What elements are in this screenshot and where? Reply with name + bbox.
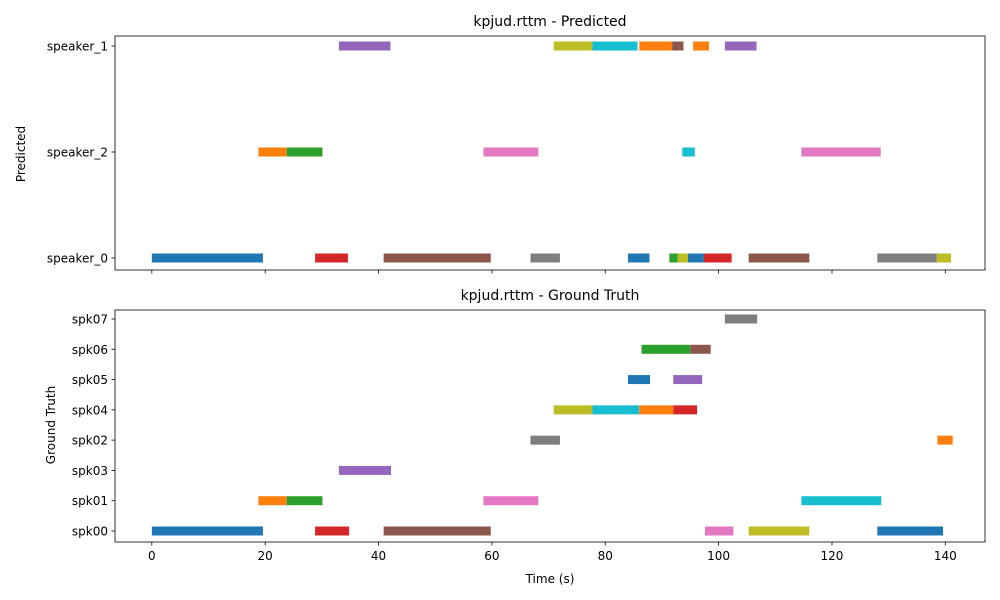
- ground-truth-segment-spk01-1: [258, 496, 287, 506]
- predicted-segments: [151, 41, 951, 263]
- ground-truth-xtick-label: 140: [934, 549, 957, 563]
- predicted-x-ticks: [151, 270, 946, 274]
- predicted-segment-speaker_1-8: [553, 41, 593, 51]
- predicted-segment-speaker_0-22: [877, 253, 937, 263]
- predicted-segment-speaker_0-20: [748, 253, 810, 263]
- ground-truth-segment-spk00-5: [383, 526, 491, 536]
- ground-truth-segment-spk01-2: [286, 496, 323, 506]
- ground-truth-segment-spk00-0: [151, 526, 263, 536]
- ground-truth-segment-spk02-7: [530, 435, 560, 445]
- ground-truth-ytick-label: spk03: [72, 464, 108, 478]
- ground-truth-xtick-label: 60: [484, 549, 499, 563]
- ground-truth-segment-spk01-6: [483, 496, 539, 506]
- ground-truth-segment-spk04-13: [673, 405, 698, 415]
- ground-truth-xlabel: Time (s): [525, 572, 575, 586]
- predicted-segment-speaker_0-5: [383, 253, 491, 263]
- ground-truth-xtick-label: 120: [821, 549, 844, 563]
- predicted-segment-speaker_2-1: [258, 147, 287, 157]
- ground-truth-ylabel: Ground Truth: [44, 386, 58, 464]
- predicted-segment-speaker_0-0: [151, 253, 263, 263]
- ground-truth-segment-spk06-12: [641, 344, 691, 354]
- predicted-segment-speaker_0-10: [627, 253, 650, 263]
- predicted-segment-speaker_1-9: [592, 41, 638, 51]
- ground-truth-segment-spk00-16: [705, 526, 734, 536]
- ground-truth-ytick-label: spk02: [72, 434, 108, 448]
- predicted-panel: kpjud.rttm - Predicted Predicted speaker…: [14, 14, 986, 274]
- predicted-segment-speaker_2-21: [801, 147, 881, 157]
- ground-truth-segment-spk05-14: [673, 375, 703, 385]
- ground-truth-xtick-label: 80: [598, 549, 613, 563]
- ground-truth-segment-spk00-20: [877, 526, 944, 536]
- predicted-segment-speaker_0-12: [669, 253, 678, 263]
- ground-truth-segment-spk04-9: [592, 405, 640, 415]
- ground-truth-xtick-label: 100: [707, 549, 730, 563]
- predicted-segment-speaker_0-3: [315, 253, 348, 263]
- predicted-segment-speaker_1-19: [724, 41, 757, 51]
- predicted-ylabel: Predicted: [14, 126, 28, 182]
- predicted-y-ticks: speaker_0 speaker_2 speaker_1: [47, 40, 115, 266]
- ground-truth-segment-spk00-3: [315, 526, 350, 536]
- predicted-segment-speaker_2-2: [286, 147, 323, 157]
- predicted-segment-speaker_0-16: [688, 253, 704, 263]
- ground-truth-segment-spk01-19: [801, 496, 882, 506]
- ground-truth-segment-spk07-17: [724, 314, 758, 324]
- ground-truth-segment-spk04-8: [553, 405, 593, 415]
- predicted-segment-speaker_1-13: [672, 41, 684, 51]
- ground-truth-xtick-label: 40: [371, 549, 386, 563]
- ground-truth-segment-spk06-15: [690, 344, 711, 354]
- ground-truth-ytick-label: spk01: [72, 494, 108, 508]
- predicted-segment-speaker_2-6: [483, 147, 539, 157]
- predicted-segment-speaker_1-11: [639, 41, 673, 51]
- ground-truth-ytick-label: spk06: [72, 343, 108, 357]
- ground-truth-xtick-label: 20: [258, 549, 273, 563]
- predicted-segment-speaker_1-17: [693, 41, 709, 51]
- ground-truth-ytick-label: spk00: [72, 525, 108, 539]
- ground-truth-ytick-label: spk04: [72, 403, 108, 417]
- predicted-segment-speaker_2-15: [682, 147, 695, 157]
- predicted-segment-speaker_0-7: [530, 253, 560, 263]
- predicted-title: kpjud.rttm - Predicted: [473, 14, 626, 30]
- predicted-segment-speaker_0-14: [677, 253, 689, 263]
- ground-truth-segment-spk04-11: [639, 405, 674, 415]
- ground-truth-title: kpjud.rttm - Ground Truth: [461, 288, 640, 304]
- predicted-axes-frame: [114, 35, 986, 271]
- ground-truth-x-ticks: 0 20 40 60 80 100 120 140: [148, 542, 957, 563]
- predicted-segment-speaker_0-18: [703, 253, 732, 263]
- predicted-segment-speaker_0-23: [936, 253, 951, 263]
- ground-truth-segment-spk03-4: [338, 465, 392, 475]
- ground-truth-panel: kpjud.rttm - Ground Truth Ground Truth s…: [44, 288, 986, 586]
- ground-truth-xtick-label: 0: [148, 549, 156, 563]
- predicted-ytick-label: speaker_0: [47, 252, 108, 266]
- ground-truth-segments: [151, 314, 953, 536]
- predicted-segment-speaker_1-4: [338, 41, 391, 51]
- predicted-ytick-label: speaker_1: [47, 40, 108, 54]
- predicted-ytick-label: speaker_2: [47, 146, 108, 160]
- ground-truth-axes-frame: [114, 309, 986, 543]
- ground-truth-y-ticks: spk00 spk01 spk03 spk02 spk04 spk05 spk06 spk07: [72, 313, 115, 539]
- ground-truth-ytick-label: spk05: [72, 373, 108, 387]
- ground-truth-segment-spk05-10: [627, 375, 651, 385]
- ground-truth-segment-spk02-21: [937, 435, 953, 445]
- ground-truth-segment-spk00-18: [748, 526, 810, 536]
- ground-truth-ytick-label: spk07: [72, 313, 108, 327]
